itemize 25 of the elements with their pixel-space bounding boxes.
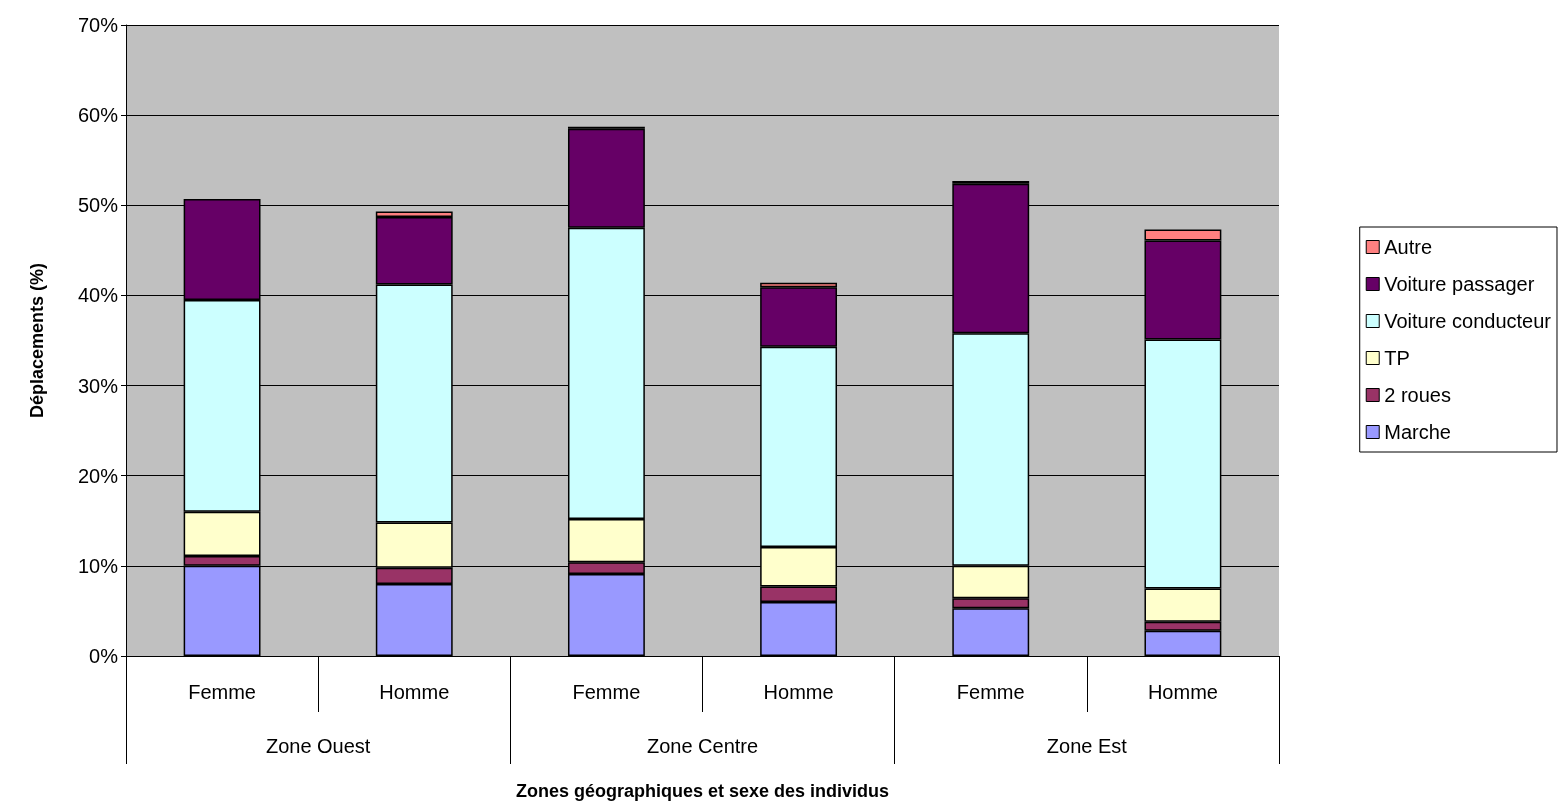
x-tick-label: Homme	[763, 681, 834, 703]
x-tick-label: Homme	[379, 681, 450, 703]
legend-label: Autre	[1384, 236, 1433, 258]
y-tick-label: 50%	[77, 194, 119, 217]
y-tick-label: 60%	[77, 104, 119, 127]
x-tick-label: Femme	[956, 681, 1025, 703]
text: Zone Ouest	[265, 735, 371, 757]
y-tick-label: 70%	[77, 14, 119, 36]
x-tick-label: Femme	[572, 681, 641, 703]
y-tick-label: 10%	[77, 554, 119, 577]
legend-label: Voiture passager	[1384, 273, 1535, 295]
y-tick-label: 0%	[89, 645, 119, 667]
y-tick-label: 30%	[77, 374, 119, 397]
y-tick-label: 40%	[77, 284, 119, 307]
x-tick-label: Femme	[188, 681, 256, 703]
text: Zone Centre	[646, 735, 759, 757]
x-axis-title: Zones géographiques et sexe des individus	[515, 781, 890, 801]
y-tick-label: 20%	[77, 464, 119, 487]
text: Zone Est	[1046, 735, 1128, 757]
legend-label: Voiture conducteur	[1384, 310, 1552, 332]
x-tick-label: Homme	[1147, 681, 1218, 703]
legend-label: TP	[1384, 347, 1410, 369]
legend-label: Marche	[1384, 421, 1451, 443]
legend-label: 2 roues	[1384, 384, 1451, 406]
y-axis-title: Déplacements (%)	[27, 262, 47, 419]
